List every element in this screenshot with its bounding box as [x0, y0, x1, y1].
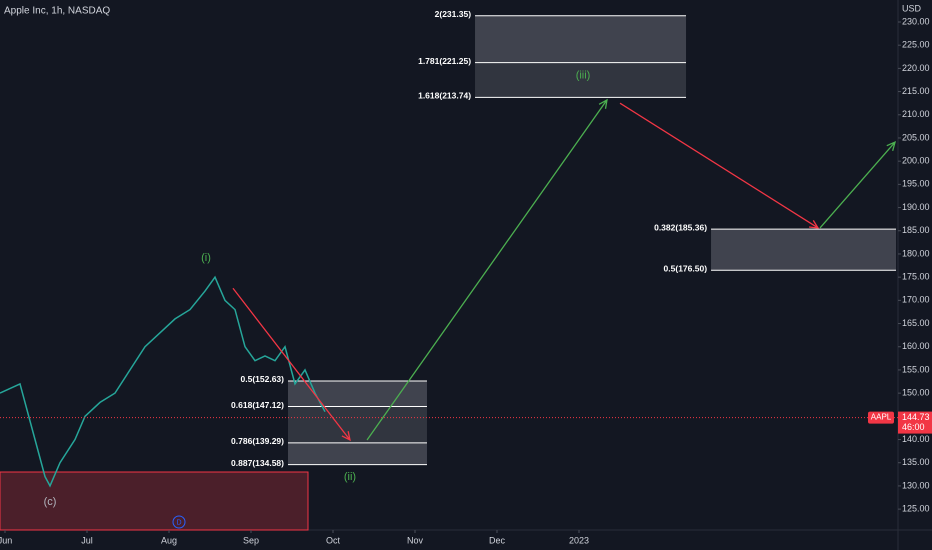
- y-tick-label: 135.00: [902, 457, 930, 467]
- fib-label: 0.5(152.63): [241, 374, 285, 384]
- fib-band: [711, 229, 897, 271]
- arrow: [232, 287, 351, 442]
- y-tick-label: 195.00: [902, 179, 930, 189]
- arrow: [366, 98, 608, 441]
- y-tick-label: 190.00: [902, 202, 930, 212]
- arrow: [619, 102, 820, 229]
- countdown-label: 46:00: [902, 422, 925, 432]
- y-tick-label: 200.00: [902, 156, 930, 166]
- fib-label: 1.781(221.25): [418, 56, 471, 66]
- x-tick-label: Sep: [243, 535, 259, 545]
- fib-label: 0.5(176.50): [664, 263, 708, 273]
- y-tick-label: 220.00: [902, 63, 930, 73]
- y-tick-label: 180.00: [902, 248, 930, 258]
- fib-label: 0.618(147.12): [231, 400, 284, 410]
- y-tick-label: 230.00: [902, 16, 930, 26]
- y-tick-label: 205.00: [902, 132, 930, 142]
- fib-label: 2(231.35): [435, 9, 472, 19]
- y-tick-label: 125.00: [902, 503, 930, 513]
- y-tick-label: 175.00: [902, 272, 930, 282]
- y-tick-label: 160.00: [902, 341, 930, 351]
- y-tick-label: 150.00: [902, 388, 930, 398]
- price-line: [0, 275, 326, 488]
- fib-label: 1.618(213.74): [418, 91, 471, 101]
- x-tick-label: Jul: [81, 535, 93, 545]
- fib-label: 0.786(139.29): [231, 436, 284, 446]
- fib-band: [475, 15, 687, 63]
- x-tick-label: Oct: [326, 535, 341, 545]
- fib-label: 0.382(185.36): [654, 222, 707, 232]
- y-tick-label: 225.00: [902, 40, 930, 50]
- y-tick-label: 165.00: [902, 318, 930, 328]
- wave-label: (ii): [344, 471, 356, 483]
- fib-band: [287, 442, 427, 465]
- wave-label: (i): [201, 252, 211, 264]
- y-tick-label: 210.00: [902, 109, 930, 119]
- event-label: D: [176, 519, 181, 526]
- wave-label: (iii): [576, 70, 591, 82]
- fib-label: 0.887(134.58): [231, 458, 284, 468]
- x-tick-label: Nov: [407, 535, 424, 545]
- fib-band: [475, 62, 687, 98]
- last-price-label: 144.73: [902, 412, 930, 422]
- price-box: [898, 411, 932, 434]
- wave-label: (c): [44, 496, 57, 508]
- y-tick-label: 130.00: [902, 480, 930, 490]
- chart-title: Apple Inc, 1h, NASDAQ: [4, 6, 110, 17]
- y-tick-label: 185.00: [902, 225, 930, 235]
- y-tick-label: 155.00: [902, 364, 930, 374]
- x-tick-label: Aug: [161, 535, 177, 545]
- y-tick-label: 170.00: [902, 295, 930, 305]
- x-tick-label: Jun: [0, 535, 12, 545]
- event-marker: [172, 515, 186, 529]
- symbol-label: AAPL: [871, 413, 892, 422]
- x-tick-label: Dec: [489, 535, 506, 545]
- y-tick-label: 140.00: [902, 434, 930, 444]
- fib-band: [287, 406, 427, 443]
- y-tick-label: 215.00: [902, 86, 930, 96]
- symbol-box: [868, 411, 894, 424]
- y-unit: USD: [902, 3, 922, 13]
- x-tick-label: 2023: [569, 535, 589, 545]
- arrow: [819, 141, 897, 229]
